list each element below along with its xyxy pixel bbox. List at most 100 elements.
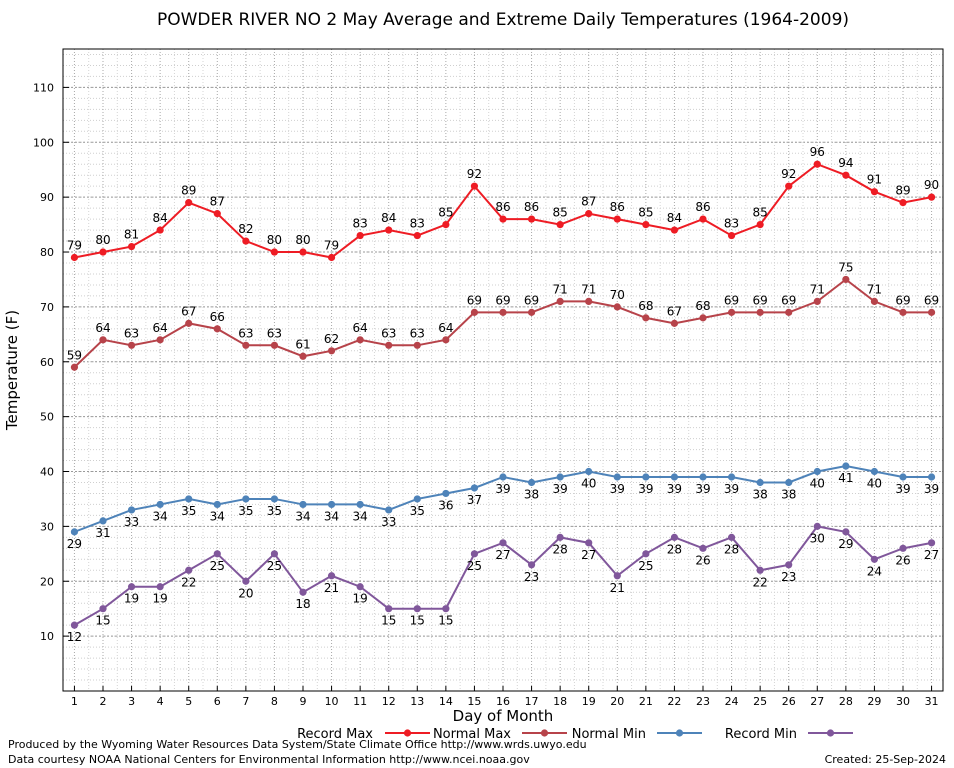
data-label: 26 [895, 553, 910, 567]
data-label: 90 [924, 178, 939, 192]
series-normal-max: 59 64 63 64 67 66 63 63 61 62 64 63 63 64 69 69 69 71 71 70… [67, 260, 939, 371]
data-label: 86 [495, 200, 510, 214]
data-label: 86 [610, 200, 625, 214]
data-label: 79 [67, 239, 82, 253]
data-point [70, 253, 79, 262]
data-point [156, 583, 164, 591]
data-label: 83 [353, 217, 368, 231]
x-tick-label: 14 [439, 695, 453, 708]
data-point [699, 215, 707, 223]
x-tick-label: 29 [867, 695, 881, 708]
data-label: 82 [238, 222, 253, 236]
data-label: 92 [781, 167, 796, 181]
data-point [356, 336, 364, 344]
data-label: 68 [638, 299, 653, 313]
data-point [670, 226, 679, 234]
data-label: 35 [238, 504, 253, 518]
data-label: 39 [895, 482, 910, 496]
data-label: 35 [267, 504, 282, 518]
y-tick-label: 80 [40, 246, 54, 259]
data-point [899, 199, 907, 207]
data-point [127, 506, 136, 514]
data-label: 27 [924, 548, 939, 562]
x-tick-label: 27 [810, 695, 824, 708]
data-label: 39 [924, 482, 939, 496]
x-tick-label: 20 [610, 695, 624, 708]
series-normal-min: 29 31 33 34 35 34 35 35 34 34 34 33 35 36 37 39 38 39 40 39… [67, 462, 939, 551]
data-label: 71 [810, 282, 825, 296]
data-label: 85 [638, 206, 653, 220]
data-label: 66 [210, 310, 225, 324]
data-label: 69 [781, 293, 796, 307]
data-label: 19 [124, 592, 139, 606]
data-point [499, 473, 507, 481]
footer-produced-by: Produced by the Wyoming Water Resources … [8, 738, 587, 751]
data-label: 33 [381, 515, 396, 529]
x-axis: 1 2 3 4 5 6 7 8 9 10 11 12 13 14 15 16 17 18 19 20 21 22 23 24 2… [71, 686, 939, 708]
data-label: 67 [667, 304, 682, 318]
data-label: 22 [753, 575, 768, 589]
data-label: 38 [753, 487, 768, 501]
data-label: 69 [467, 293, 482, 307]
data-label: 28 [724, 542, 739, 556]
x-tick-label: 8 [271, 695, 278, 708]
data-label: 62 [324, 332, 339, 346]
data-label: 71 [553, 282, 568, 296]
x-tick-label: 6 [214, 695, 221, 708]
data-point [356, 500, 364, 509]
data-point [785, 478, 793, 487]
data-label: 89 [895, 184, 910, 198]
data-label: 28 [667, 542, 682, 556]
data-label: 63 [267, 326, 282, 340]
data-label: 81 [124, 228, 139, 242]
data-point [385, 506, 393, 514]
data-label: 23 [524, 570, 539, 584]
data-label: 63 [410, 326, 425, 340]
data-point [299, 500, 307, 509]
data-label: 69 [495, 293, 510, 307]
data-point [356, 231, 364, 240]
data-label: 39 [610, 482, 625, 496]
data-point [613, 572, 621, 580]
data-label: 84 [153, 211, 168, 225]
data-label: 23 [781, 570, 796, 584]
data-label: 79 [324, 239, 339, 253]
data-point [99, 517, 107, 525]
data-label: 64 [95, 321, 110, 335]
x-tick-label: 30 [896, 695, 910, 708]
legend-marker [675, 729, 684, 737]
data-label: 21 [324, 581, 339, 595]
data-label: 85 [438, 206, 453, 220]
x-tick-label: 26 [782, 695, 796, 708]
data-point [813, 467, 821, 476]
data-point [842, 462, 850, 470]
data-label: 64 [153, 321, 168, 335]
x-tick-label: 23 [696, 695, 710, 708]
footer-created-date: Created: 25-Sep-2024 [825, 753, 946, 766]
data-point [585, 297, 593, 306]
data-label: 39 [724, 482, 739, 496]
footer-data-courtesy: Data courtesy NOAA National Centers for … [8, 753, 530, 766]
series-record-min: 12 15 19 19 22 25 20 25 18 21 19 15 15 15 25 27 23 28 27 21… [67, 522, 939, 644]
data-label: 26 [695, 553, 710, 567]
data-label: 27 [581, 548, 596, 562]
data-point [385, 341, 393, 349]
data-label: 83 [724, 217, 739, 231]
data-point [870, 467, 879, 476]
data-label: 35 [410, 504, 425, 518]
data-point [927, 308, 936, 316]
data-point [756, 220, 764, 229]
x-tick-label: 15 [467, 695, 481, 708]
y-tick-label: 30 [40, 520, 54, 533]
data-label: 69 [724, 293, 739, 307]
chart-grid [63, 49, 943, 691]
data-point [413, 495, 421, 503]
data-label: 68 [695, 299, 710, 313]
chart-title: POWDER RIVER NO 2 May Average and Extrem… [157, 10, 849, 30]
y-tick-label: 70 [40, 301, 54, 314]
data-point [442, 489, 450, 498]
y-tick-label: 90 [40, 191, 54, 204]
data-point [699, 473, 707, 481]
y-tick-label: 100 [33, 136, 54, 149]
